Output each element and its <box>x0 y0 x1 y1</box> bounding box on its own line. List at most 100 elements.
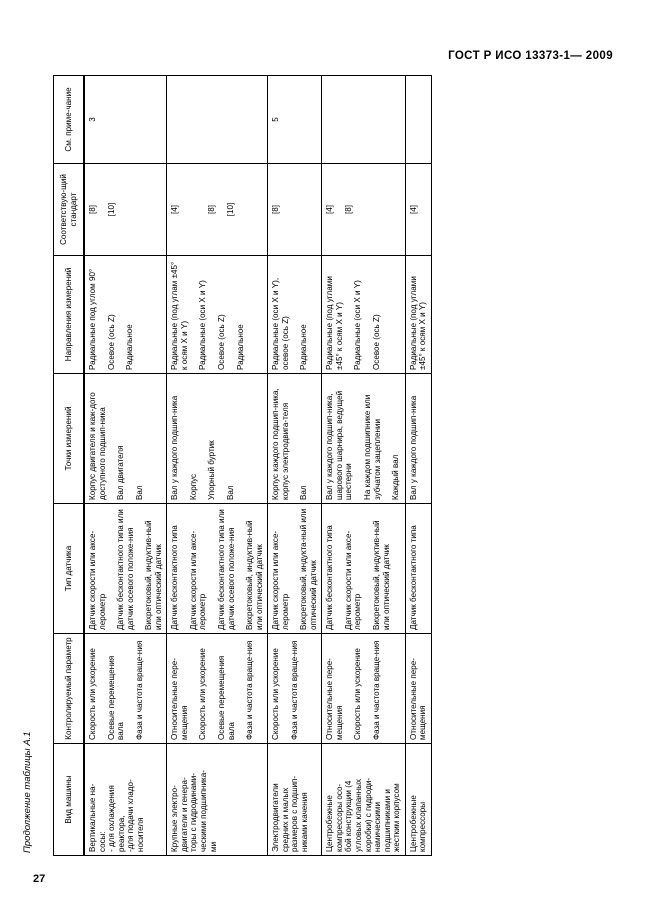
cell-line: Фаза и частота враще-ния <box>289 640 299 740</box>
cell-line: Фаза и частота враще-ния <box>372 640 382 740</box>
cell-line: [10] <box>226 202 236 217</box>
table-cell-sensor: Датчик бесконтактного типа Датчик скорост… <box>166 503 268 634</box>
cell-line: Относительные пере-мещения <box>170 658 189 740</box>
rotated-table-container: Вид машины Контролируемый параметр Тип д… <box>53 75 582 856</box>
table-cell-sensor: Датчик скорости или аксе-лерометр Вихрето… <box>267 503 322 634</box>
cell-line: Радиальные (оси X и Y) <box>353 280 363 370</box>
table-cell-note: 5 <box>267 75 322 164</box>
table-cell-std: [8] [10] <box>84 163 167 256</box>
table-row: Электродвигатели средних и малых размеров … <box>267 75 322 856</box>
table-cell-note: 3 <box>84 75 167 164</box>
column-header-standard: Соответствую-щий стандарт <box>53 163 85 256</box>
table-cell-note <box>166 75 268 164</box>
cell-line: Электродвигатели <box>271 783 281 852</box>
cell-line: реактора, <box>116 815 126 852</box>
column-header-note: См. приме-чание <box>53 75 85 164</box>
cell-line: ческими подшипника- <box>199 770 209 852</box>
cell-line: Датчик скорости или аксе-лерометр <box>343 530 363 630</box>
table-cell-note <box>321 75 406 164</box>
table-cell-points: Вал у каждого подшип-ника Корпус Упорный б… <box>166 373 268 504</box>
cell-line: [4] <box>408 205 418 214</box>
cell-line: Осевое (ось Z) <box>106 314 116 370</box>
table-cell-param: Относительные пере-мещения Скорость или у… <box>166 633 268 744</box>
cell-line: Датчик бесконтактного типа <box>325 525 335 630</box>
table-header-row: Вид машины Контролируемый параметр Тип д… <box>53 75 85 856</box>
table-row: Центробежные компрессоры осо-бой конструк… <box>321 75 406 856</box>
cell-line: двигатели и генера- <box>179 777 189 852</box>
cell-line: Корпус <box>188 473 198 500</box>
cell-line: [4] <box>170 205 180 214</box>
cell-line: Радиальное <box>125 324 135 370</box>
cell-line: компрессоры <box>418 801 428 852</box>
cell-line: размеров с подшип- <box>290 775 300 852</box>
cell-line: [8] <box>343 205 353 214</box>
cell-line: Вал у каждого подшип-ника <box>170 395 180 500</box>
cell-line: [4] <box>325 205 335 214</box>
table-body: Вертикальные на-сосы: - для охлаждения реа… <box>84 75 432 856</box>
cell-line: На каждом подшипнике или зубчатом зацепл… <box>363 394 382 500</box>
table-cell-machine: Электродвигатели средних и малых размеров … <box>267 743 322 856</box>
cell-line: Упорный буртик <box>207 440 217 500</box>
cell-line: ми <box>208 841 218 852</box>
cell-line: Датчик бесконтактного типа <box>408 525 418 630</box>
table-row: Центробежные компрессоры Относительные пер… <box>405 75 432 856</box>
cell-line: Вал <box>299 485 309 500</box>
column-header-sensor: Тип датчика <box>53 503 85 634</box>
cell-line: коробки) с гидроди- <box>363 777 373 852</box>
cell-line: Центробежные <box>408 795 418 852</box>
cell-line: Радиальные (оси X и Y) <box>198 280 208 370</box>
cell-line: Скорость или ускорение <box>353 648 363 740</box>
page-header-standard-number: ГОСТ Р ИСО 13373-1— 2009 <box>448 50 613 62</box>
cell-line: [8] <box>88 205 98 214</box>
cell-line: сосы: <box>97 831 107 852</box>
cell-line: Вихретоковый, индуктив-ный или оптически… <box>144 520 163 630</box>
cell-line: Скорость или ускорение <box>271 648 281 740</box>
cell-line: намическими <box>373 802 383 852</box>
column-header-param: Контролируемый параметр <box>53 633 85 744</box>
table-cell-dir: Радиальные (оси X и Y), осевое (ось Z) Ра… <box>267 255 322 374</box>
table-cell-param: Скорость или ускорение Осевые перемещения… <box>84 633 167 744</box>
cell-line: [8] <box>271 205 281 214</box>
cell-line: никами качения <box>299 792 309 852</box>
table-cell-param: Относительные пере-мещения Скорость или у… <box>321 633 406 744</box>
cell-line: Датчик бесконтактного типа <box>170 525 180 630</box>
cell-line: Скорость или ускорение <box>88 648 98 740</box>
cell-line: Вихретоковый, индукта-ный или оптический… <box>299 508 318 630</box>
cell-line: Радиальные (оси X и Y), осевое (ось Z) <box>271 277 290 370</box>
continuation-table-a1: Вид машины Контролируемый параметр Тип д… <box>53 75 432 856</box>
cell-line: 3 <box>88 117 98 122</box>
cell-line: носителя <box>135 817 145 853</box>
page-number: 27 <box>33 873 46 885</box>
cell-line: Фаза и частота враще-ния <box>245 640 255 740</box>
cell-line: компрессоры осо- <box>334 783 344 852</box>
cell-line: Вал у каждого подшип-ника, шарового шарн… <box>325 390 354 500</box>
cell-line: Корпус двигателя и каж-дого доступного п… <box>88 392 107 500</box>
table-cell-machine: Вертикальные на-сосы: - для охлаждения реа… <box>84 743 167 856</box>
column-header-points: Точки измерений <box>53 373 85 504</box>
cell-line: 5 <box>271 117 281 122</box>
cell-line: Вал двигателя <box>116 445 126 500</box>
cell-line: жестким корпусом <box>392 783 402 852</box>
cell-line <box>362 167 372 252</box>
table-cell-note <box>405 75 432 164</box>
cell-line: средних и малых <box>280 787 290 852</box>
table-cell-dir: Радиальные (под углам ±45° к осям X и Y)… <box>166 255 268 374</box>
table-cell-machine: Центробежные компрессоры <box>405 743 432 856</box>
cell-line: Вихретоковый, индуктив-ный или оптически… <box>245 520 264 630</box>
cell-line: Осевое (ось Z) <box>217 314 227 370</box>
table-row: Крупные электро-двигатели и генера-торы … <box>166 75 268 856</box>
cell-line: - для охлаждения <box>107 785 117 852</box>
cell-line: Вихретоковый, индуктив-ный или оптически… <box>372 520 391 630</box>
cell-line: бой конструкции (4 <box>344 780 354 852</box>
cell-line: Радиальное <box>299 324 309 370</box>
cell-line: Осевые перемещения вала <box>106 655 126 740</box>
cell-line: Радиальные (под углами ±45° к осям X и Y… <box>408 276 428 370</box>
cell-line: Радиальные под углом 90° <box>88 268 98 370</box>
cell-line: Крупные электро- <box>170 785 180 852</box>
table-cell-std: [4] [8] <box>321 163 406 256</box>
table-cell-points: Вал у каждого подшип-ника, шарового шарн… <box>321 373 406 504</box>
cell-line: Вал <box>226 485 236 500</box>
cell-line: Фаза и частота враще-ния <box>134 640 144 740</box>
cell-line: Датчик скорости или аксе-лерометр <box>88 530 107 630</box>
cell-line: -для подачи хладо- <box>126 779 136 852</box>
